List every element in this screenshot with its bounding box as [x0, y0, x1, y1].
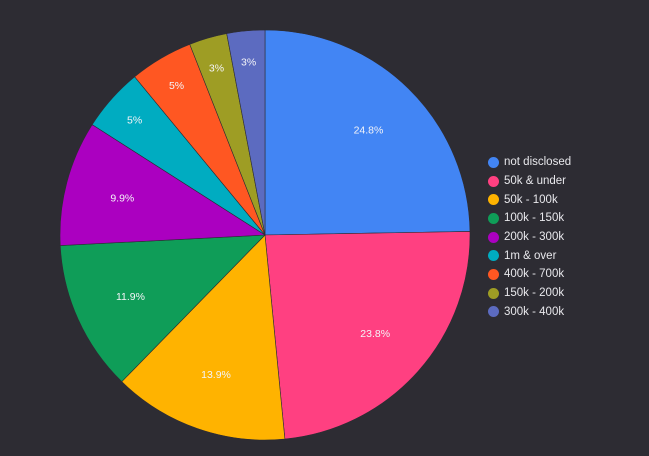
legend-swatch: [488, 194, 499, 206]
legend-swatch: [488, 212, 499, 224]
legend-label: 200k - 300k: [504, 231, 565, 244]
legend-label: 50k - 100k: [504, 193, 558, 206]
legend-item[interactable]: 400k - 700k: [488, 265, 571, 284]
chart-legend: not disclosed 50k & under 50k - 100k 100k -…: [488, 153, 571, 321]
legend-item[interactable]: 50k & under: [488, 172, 571, 191]
legend-label: 1m & over: [504, 249, 557, 262]
legend-label: 150k - 200k: [504, 287, 565, 300]
pie-slice-4[interactable]: [59, 124, 266, 246]
legend-swatch: [488, 156, 499, 168]
legend-label: not disclosed: [504, 156, 572, 169]
legend-item[interactable]: 150k - 200k: [488, 284, 571, 303]
legend-swatch: [488, 175, 499, 187]
slice-data-label: 11.9%: [116, 291, 145, 303]
legend-item[interactable]: 200k - 300k: [488, 228, 571, 247]
legend-label: 50k & under: [504, 175, 567, 188]
slice-data-label: 5%: [169, 80, 184, 92]
slice-data-label: 3%: [241, 57, 256, 69]
legend-item[interactable]: 50k - 100k: [488, 190, 571, 209]
legend-swatch: [488, 250, 499, 262]
slice-data-label: 3%: [209, 63, 224, 75]
slice-data-label: 5%: [127, 114, 142, 126]
legend-label: 100k - 150k: [504, 212, 565, 225]
legend-item[interactable]: 100k - 150k: [488, 209, 571, 228]
pie-slice-8[interactable]: [226, 29, 266, 236]
pie-slice-2[interactable]: [121, 234, 286, 441]
slice-data-label: 24.8%: [354, 125, 384, 137]
legend-label: 400k - 700k: [504, 268, 565, 281]
legend-swatch: [488, 231, 499, 243]
pie-slice-3[interactable]: [59, 234, 266, 383]
legend-item[interactable]: 300k - 400k: [488, 303, 571, 322]
legend-swatch: [488, 287, 499, 299]
legend-swatch: [488, 306, 499, 318]
legend-label: 300k - 400k: [504, 305, 565, 318]
slice-data-label: 13.9%: [201, 369, 231, 381]
legend-swatch: [488, 268, 499, 280]
slice-data-label: 9.9%: [110, 192, 134, 204]
pie-slice-1[interactable]: [264, 231, 471, 440]
legend-item[interactable]: not disclosed: [488, 153, 571, 172]
slice-data-label: 23.8%: [360, 328, 390, 340]
pie-slice-0[interactable]: [264, 29, 471, 236]
legend-item[interactable]: 1m & over: [488, 246, 571, 265]
